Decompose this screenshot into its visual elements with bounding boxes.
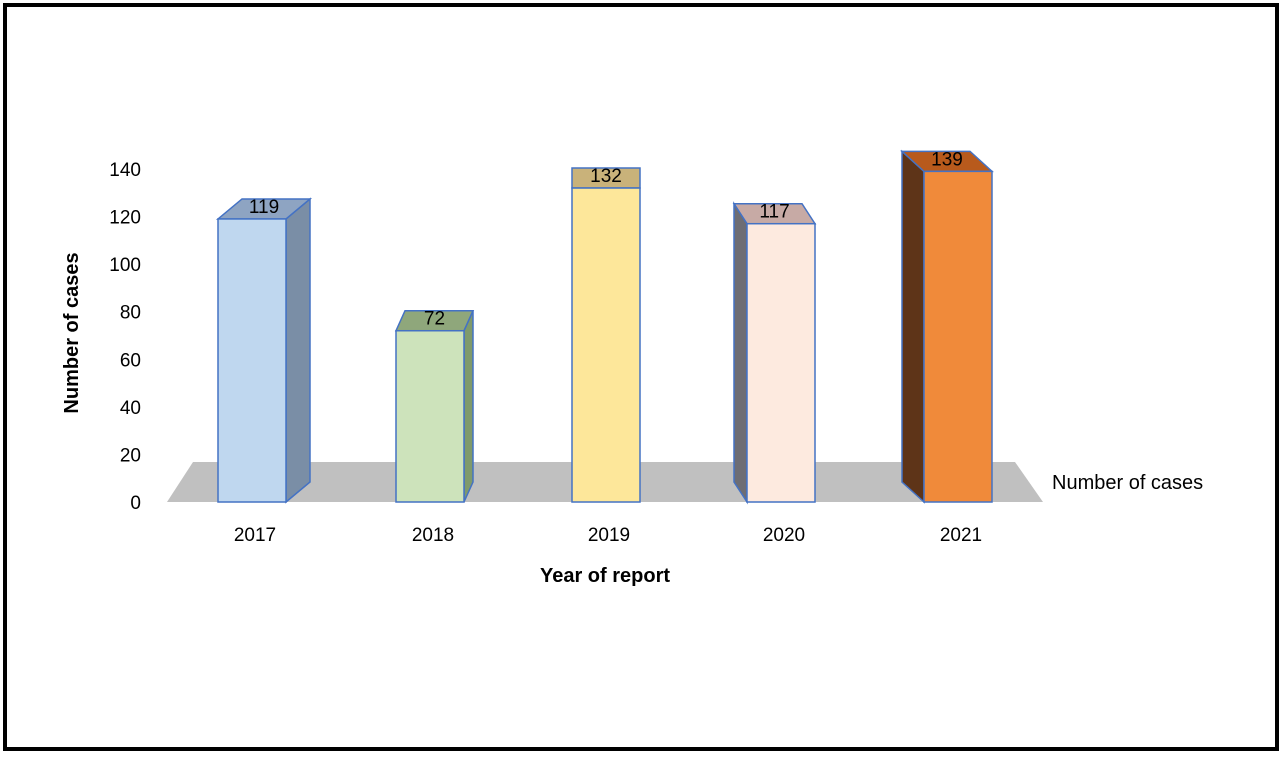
- bar-front: [746, 222, 816, 503]
- bar-side: [285, 197, 311, 504]
- data-label: 117: [759, 202, 789, 223]
- bar-2019: [571, 167, 641, 503]
- bar-front: [571, 187, 641, 503]
- bar-2017: [215, 197, 313, 504]
- x-tick-label: 2021: [940, 525, 982, 546]
- data-labels-layer: 119 72 132 117 139: [249, 149, 963, 329]
- y-tick-label: 60: [120, 350, 141, 371]
- x-tick-label: 2017: [234, 525, 276, 546]
- bar-side: [733, 201, 748, 505]
- chart-frame: [3, 3, 1279, 751]
- bar-2020: [732, 201, 817, 505]
- bars-layer: [215, 149, 994, 505]
- x-tick-label: 2020: [763, 525, 805, 546]
- bar-side: [463, 310, 474, 503]
- y-axis-title: Number of cases: [61, 252, 83, 413]
- data-label: 139: [931, 149, 963, 170]
- bar-front: [395, 329, 465, 503]
- bar-front: [217, 218, 287, 503]
- legend-entry: Number of cases: [1052, 472, 1203, 494]
- bar-front: [923, 170, 993, 503]
- x-tick-label: 2019: [588, 525, 630, 546]
- data-label: 132: [590, 166, 622, 187]
- y-tick-label: 80: [120, 303, 141, 324]
- y-tick-label: 40: [120, 398, 141, 419]
- y-tick-label: 0: [130, 493, 141, 514]
- data-label: 72: [424, 309, 445, 330]
- data-label: 119: [249, 197, 279, 218]
- y-tick-label: 100: [109, 255, 141, 276]
- x-axis-ticks: 2017 2018 2019 2020 2021: [234, 525, 982, 546]
- bar-2021: [900, 149, 994, 504]
- y-tick-label: 140: [109, 160, 141, 181]
- y-tick-label: 20: [120, 445, 141, 466]
- y-tick-label: 120: [109, 208, 141, 229]
- y-axis-ticks: 0 20 40 60 80 100 120 140: [109, 160, 141, 514]
- x-tick-label: 2018: [412, 525, 454, 546]
- bar-2018: [394, 309, 475, 503]
- x-axis-title: Year of report: [540, 565, 670, 587]
- bar-side: [901, 149, 925, 504]
